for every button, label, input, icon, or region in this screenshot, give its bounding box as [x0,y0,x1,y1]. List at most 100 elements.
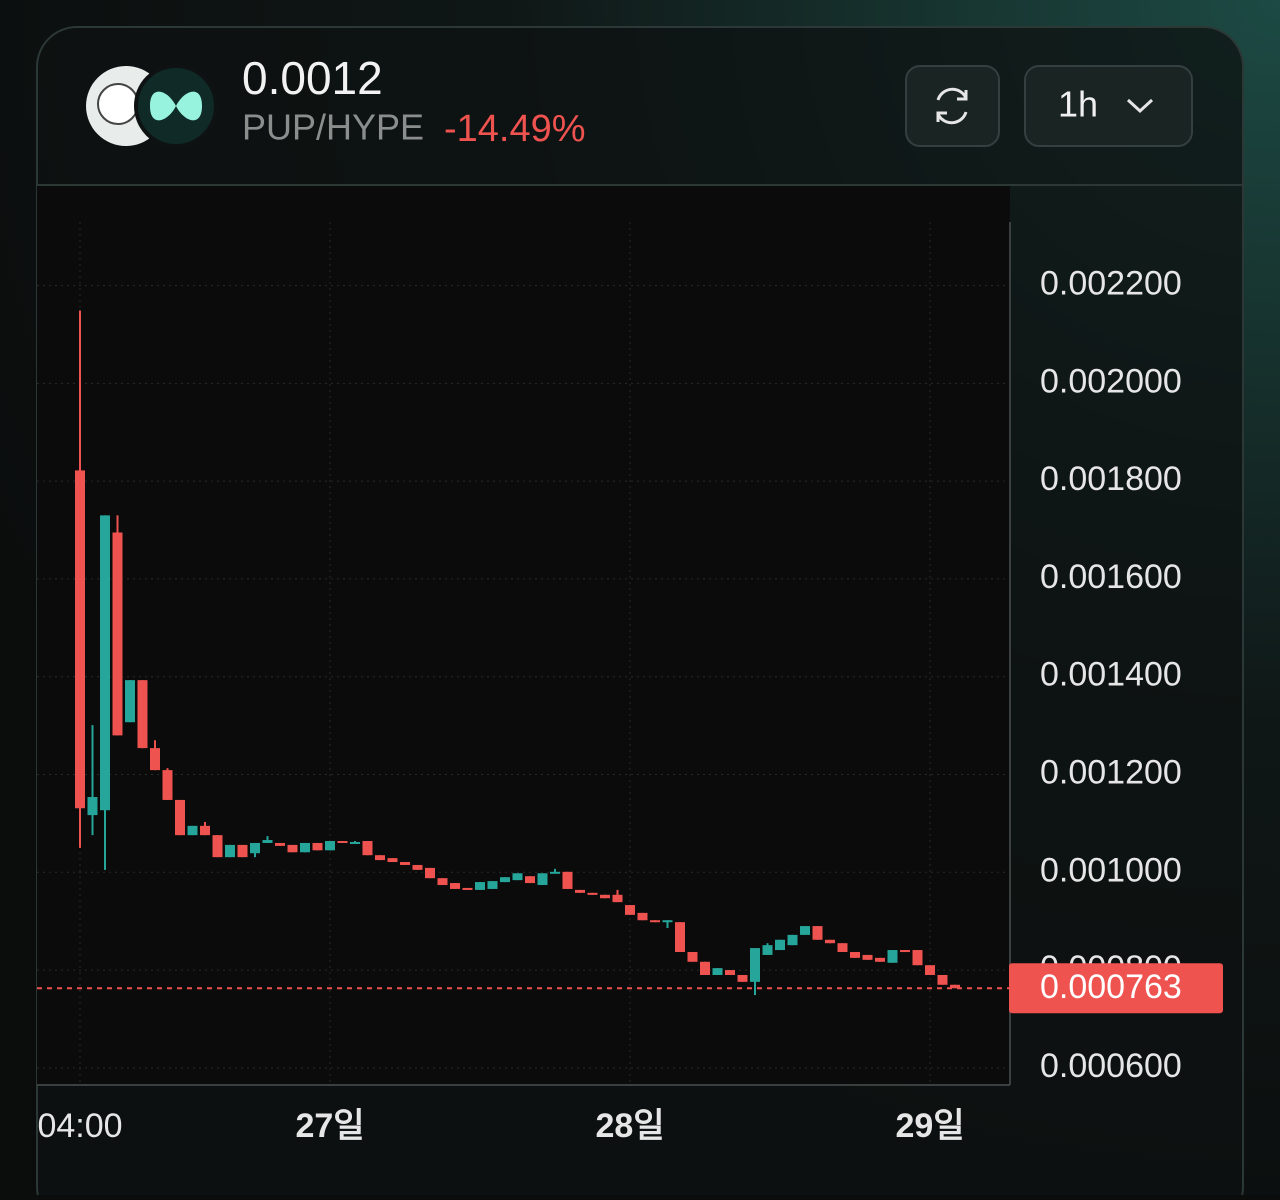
y-tick-label: 0.001400 [1040,656,1182,694]
candle-body [200,825,210,836]
y-tick-label: 0.001600 [1040,558,1182,596]
candle-body [400,862,410,865]
candle-body [187,825,198,836]
candle-body [150,748,160,771]
y-tick-label: 0.000600 [1040,1047,1182,1085]
plot-bg [37,186,1010,1085]
card-content: 0.0012 PUP/HYPE -14.49% 1h 0.000600 0.000… [37,52,1243,1145]
candle-body [237,844,248,858]
candle-body [512,873,523,881]
candle-body [725,970,735,975]
candle-body [875,957,885,962]
candle-body [612,894,623,903]
x-tick-label: 28일 [595,1107,664,1145]
y-tick-label: 0.001200 [1040,753,1182,791]
pup-face [97,83,139,125]
candle-body [100,515,110,811]
y-tick-label: 0.002200 [1040,265,1182,303]
candle-body [825,939,835,944]
candle-body [550,871,560,874]
candle-body [487,881,498,889]
candle-body [362,841,373,856]
candle-body [812,926,823,940]
candle-body [625,905,635,915]
candle-body [775,939,785,951]
candle-body [787,934,798,946]
y-tick-label: 0.001000 [1040,851,1182,889]
candle-body [75,470,85,809]
candle-body [750,948,760,982]
last-price-tag [1009,963,1223,1014]
last-price-label: 0.000763 [1040,968,1182,1006]
interval-label: 1h [1058,84,1098,125]
candle-body [937,974,948,985]
candle-body [700,961,710,975]
candle-body [837,943,848,953]
candle-body [312,842,323,851]
candle-body [125,680,135,723]
hype-logo [150,91,202,121]
candle-body [250,842,260,854]
candle-body [112,532,123,736]
candle-body [375,855,385,861]
candle-body [425,867,435,879]
candle-body [287,844,298,853]
price: 0.0012 [242,52,383,104]
candle-body [712,968,723,975]
y-tick-label: 0.002000 [1040,362,1182,400]
candle-body [762,945,773,955]
candle-body [225,844,235,858]
candle-body [262,840,273,843]
y-tick-label: 0.001800 [1040,460,1182,498]
candle-body [887,950,898,963]
candle-body [925,965,935,975]
candle-body [450,883,460,889]
interval-button-bg[interactable] [1024,65,1193,147]
refresh-button-bg[interactable] [905,65,1000,147]
candle-body [737,974,748,982]
candle-body [687,952,698,962]
candle-body [275,842,285,846]
candle-body [475,882,485,890]
dropdown-chevron [1126,98,1154,114]
refresh-arrows [936,90,968,122]
candle-body [850,952,860,958]
candle-body [537,873,548,886]
x-tick-label: 27일 [295,1107,364,1145]
candle-body [662,920,673,923]
candle-body [637,912,648,921]
candle-body [137,680,148,749]
candle-body [87,797,98,816]
candle-body [600,894,610,899]
refresh-icon [936,87,968,125]
candle-body [587,892,598,895]
chart: 0.0006000.0008000.0010000.0012000.001400… [37,222,1223,1145]
candle-body [175,799,185,836]
candle-body [462,887,473,890]
candle-body [900,950,910,953]
candle-body [162,770,173,800]
candle-body [212,835,223,858]
candle-body [562,871,573,889]
candle-body [675,922,685,953]
candle-body [525,876,535,884]
candle-body [950,984,960,989]
candle-body [350,841,360,844]
candle-body [912,950,923,966]
candle-body [500,877,510,883]
candle-body [337,841,348,844]
candle-body [325,841,335,851]
refresh-button[interactable] [905,65,1000,147]
candle-body [300,842,310,853]
candle-body [437,878,448,886]
x-tick-label: 04:00 [37,1107,122,1145]
pair: PUP/HYPE [242,107,424,148]
candle-body [412,864,423,870]
candle-body [650,920,660,923]
candle-body [862,954,873,960]
candle-body [387,858,398,863]
interval-button[interactable]: 1h [1024,65,1193,147]
token-icons [86,64,218,148]
